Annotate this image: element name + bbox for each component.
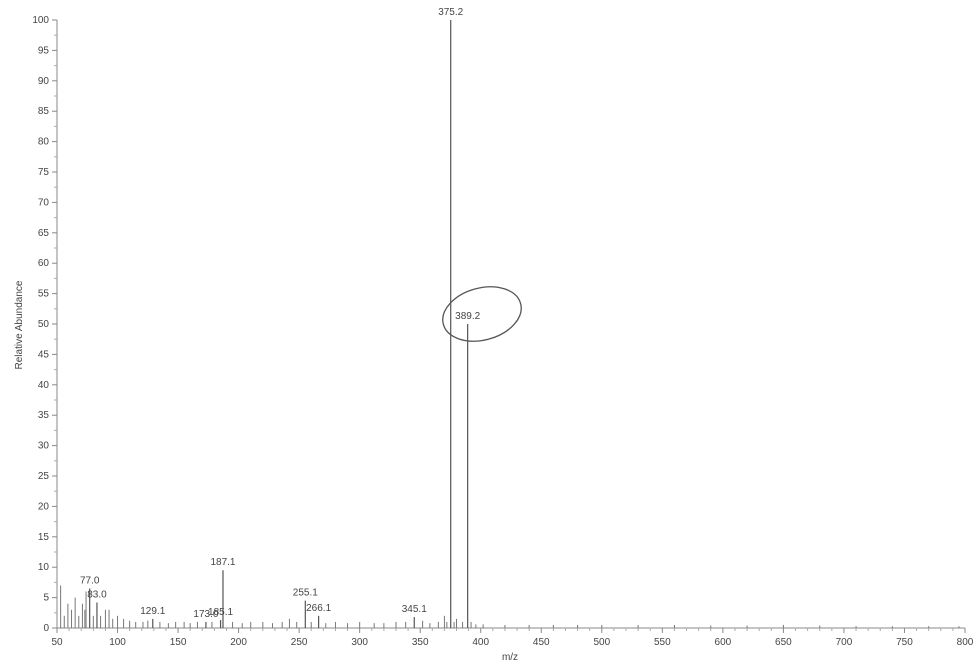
peak-label: 173.0 <box>193 609 218 620</box>
y-tick-label: 10 <box>38 562 50 573</box>
x-tick-label: 250 <box>291 637 308 648</box>
y-tick-label: 25 <box>38 471 50 482</box>
peak-label: 83.0 <box>87 589 107 600</box>
y-tick-label: 80 <box>38 137 50 148</box>
x-tick-label: 750 <box>896 637 913 648</box>
hand-drawn-circle-annotation <box>442 286 522 342</box>
y-axis-title: Relative Abundance <box>14 280 25 369</box>
x-tick-label: 650 <box>775 637 792 648</box>
y-tick-label: 45 <box>38 349 50 360</box>
y-tick-label: 60 <box>38 258 50 269</box>
peak-label: 375.2 <box>438 7 463 18</box>
x-tick-label: 100 <box>109 637 126 648</box>
y-tick-label: 100 <box>32 15 49 26</box>
peak-label: 255.1 <box>293 588 318 599</box>
y-tick-label: 55 <box>38 289 50 300</box>
x-tick-label: 50 <box>51 637 63 648</box>
x-tick-label: 350 <box>412 637 429 648</box>
y-tick-label: 0 <box>43 623 49 634</box>
y-tick-label: 95 <box>38 45 50 56</box>
x-tick-label: 300 <box>351 637 368 648</box>
x-tick-label: 800 <box>957 637 974 648</box>
peak-label: 266.1 <box>306 603 331 614</box>
y-tick-label: 40 <box>38 380 50 391</box>
x-tick-label: 500 <box>593 637 610 648</box>
peak-label: 389.2 <box>455 311 480 322</box>
x-axis-title: m/z <box>502 652 518 663</box>
y-tick-label: 15 <box>38 532 50 543</box>
peak-label: 185.1 <box>208 607 233 618</box>
y-tick-label: 50 <box>38 319 50 330</box>
y-tick-label: 35 <box>38 410 50 421</box>
y-tick-label: 5 <box>43 593 49 604</box>
x-tick-label: 550 <box>654 637 671 648</box>
x-tick-label: 400 <box>472 637 489 648</box>
y-tick-label: 75 <box>38 167 50 178</box>
y-tick-label: 65 <box>38 228 50 239</box>
y-tick-label: 70 <box>38 197 50 208</box>
peak-label: 77.0 <box>80 575 100 586</box>
y-tick-label: 30 <box>38 441 50 452</box>
peak-label: 129.1 <box>140 606 165 617</box>
y-tick-label: 90 <box>38 76 50 87</box>
peak-label: 345.1 <box>402 604 427 615</box>
x-tick-label: 150 <box>170 637 187 648</box>
peak-label: 187.1 <box>210 557 235 568</box>
y-tick-label: 85 <box>38 106 50 117</box>
x-tick-label: 450 <box>533 637 550 648</box>
x-tick-label: 200 <box>230 637 247 648</box>
x-tick-label: 700 <box>836 637 853 648</box>
x-tick-label: 600 <box>715 637 732 648</box>
y-tick-label: 20 <box>38 501 50 512</box>
